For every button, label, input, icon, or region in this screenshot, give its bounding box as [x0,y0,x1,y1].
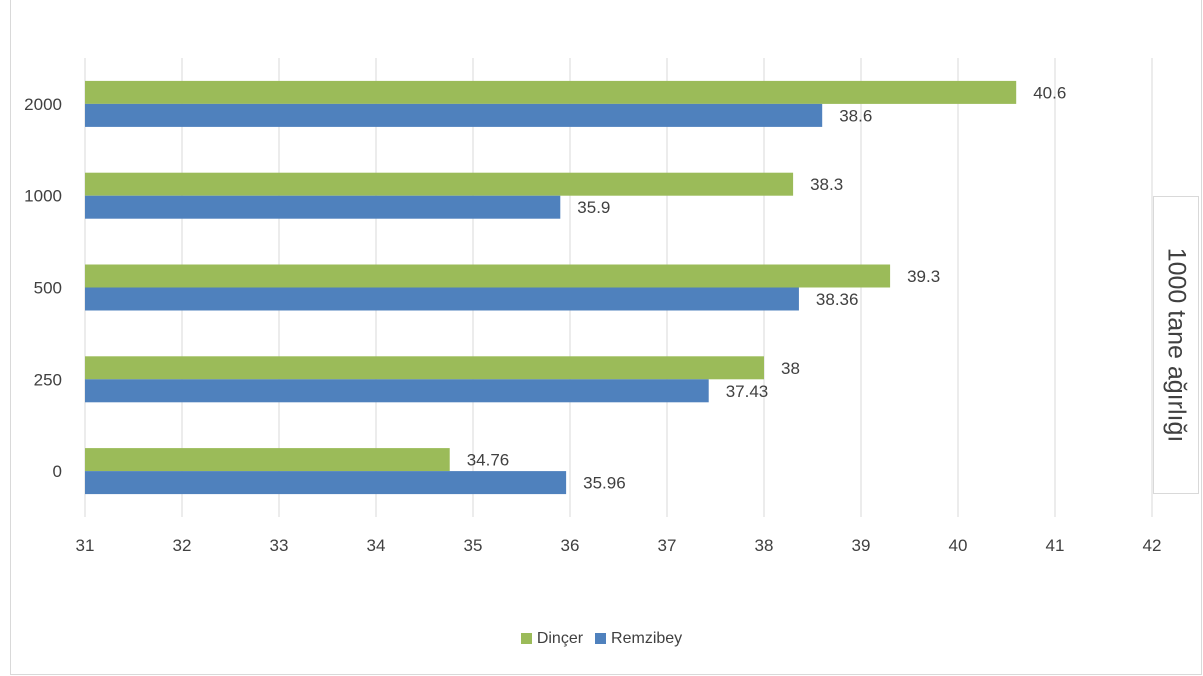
axis-title-box: 1000 tane ağırlığı [1153,196,1199,494]
bar [85,265,890,288]
x-tick-label: 31 [76,536,95,555]
x-tick-label: 42 [1143,536,1162,555]
x-tick-label: 38 [755,536,774,555]
data-label: 38.3 [810,175,843,194]
x-tick-label: 33 [270,536,289,555]
bar [85,104,822,127]
category-label: 250 [34,370,62,389]
legend-swatch [521,633,532,644]
bar [85,288,799,311]
data-label: 34.76 [467,451,510,470]
x-tick-label: 35 [464,536,483,555]
x-tick-label: 37 [658,536,677,555]
x-tick-label: 36 [561,536,580,555]
data-label: 38.36 [816,290,859,309]
legend-label: Remzibey [611,630,682,647]
bar [85,356,764,379]
bar [85,379,709,402]
category-label: 500 [34,279,62,298]
bar [85,196,560,219]
y-axis-title: 1000 tane ağırlığı [1162,248,1191,443]
x-tick-label: 39 [852,536,871,555]
x-tick-label: 40 [949,536,968,555]
data-label: 38.6 [839,106,872,125]
x-tick-label: 34 [367,536,386,555]
legend-item: Remzibey [595,630,682,648]
data-label: 37.43 [726,382,769,401]
data-label: 35.9 [577,198,610,217]
category-label: 1000 [24,187,62,206]
data-label: 39.3 [907,267,940,286]
bar [85,448,450,471]
bar [85,173,793,196]
category-label: 0 [53,462,62,481]
bar [85,81,1016,104]
category-label: 2000 [24,95,62,114]
data-label: 35.96 [583,474,626,493]
bar [85,471,566,494]
legend: Dinçer Remzibey [0,630,1203,648]
x-tick-label: 41 [1046,536,1065,555]
legend-swatch [595,633,606,644]
data-label: 40.6 [1033,83,1066,102]
data-label: 38 [781,359,800,378]
legend-item: Dinçer [521,630,583,648]
x-tick-label: 32 [173,536,192,555]
legend-label: Dinçer [537,630,583,647]
